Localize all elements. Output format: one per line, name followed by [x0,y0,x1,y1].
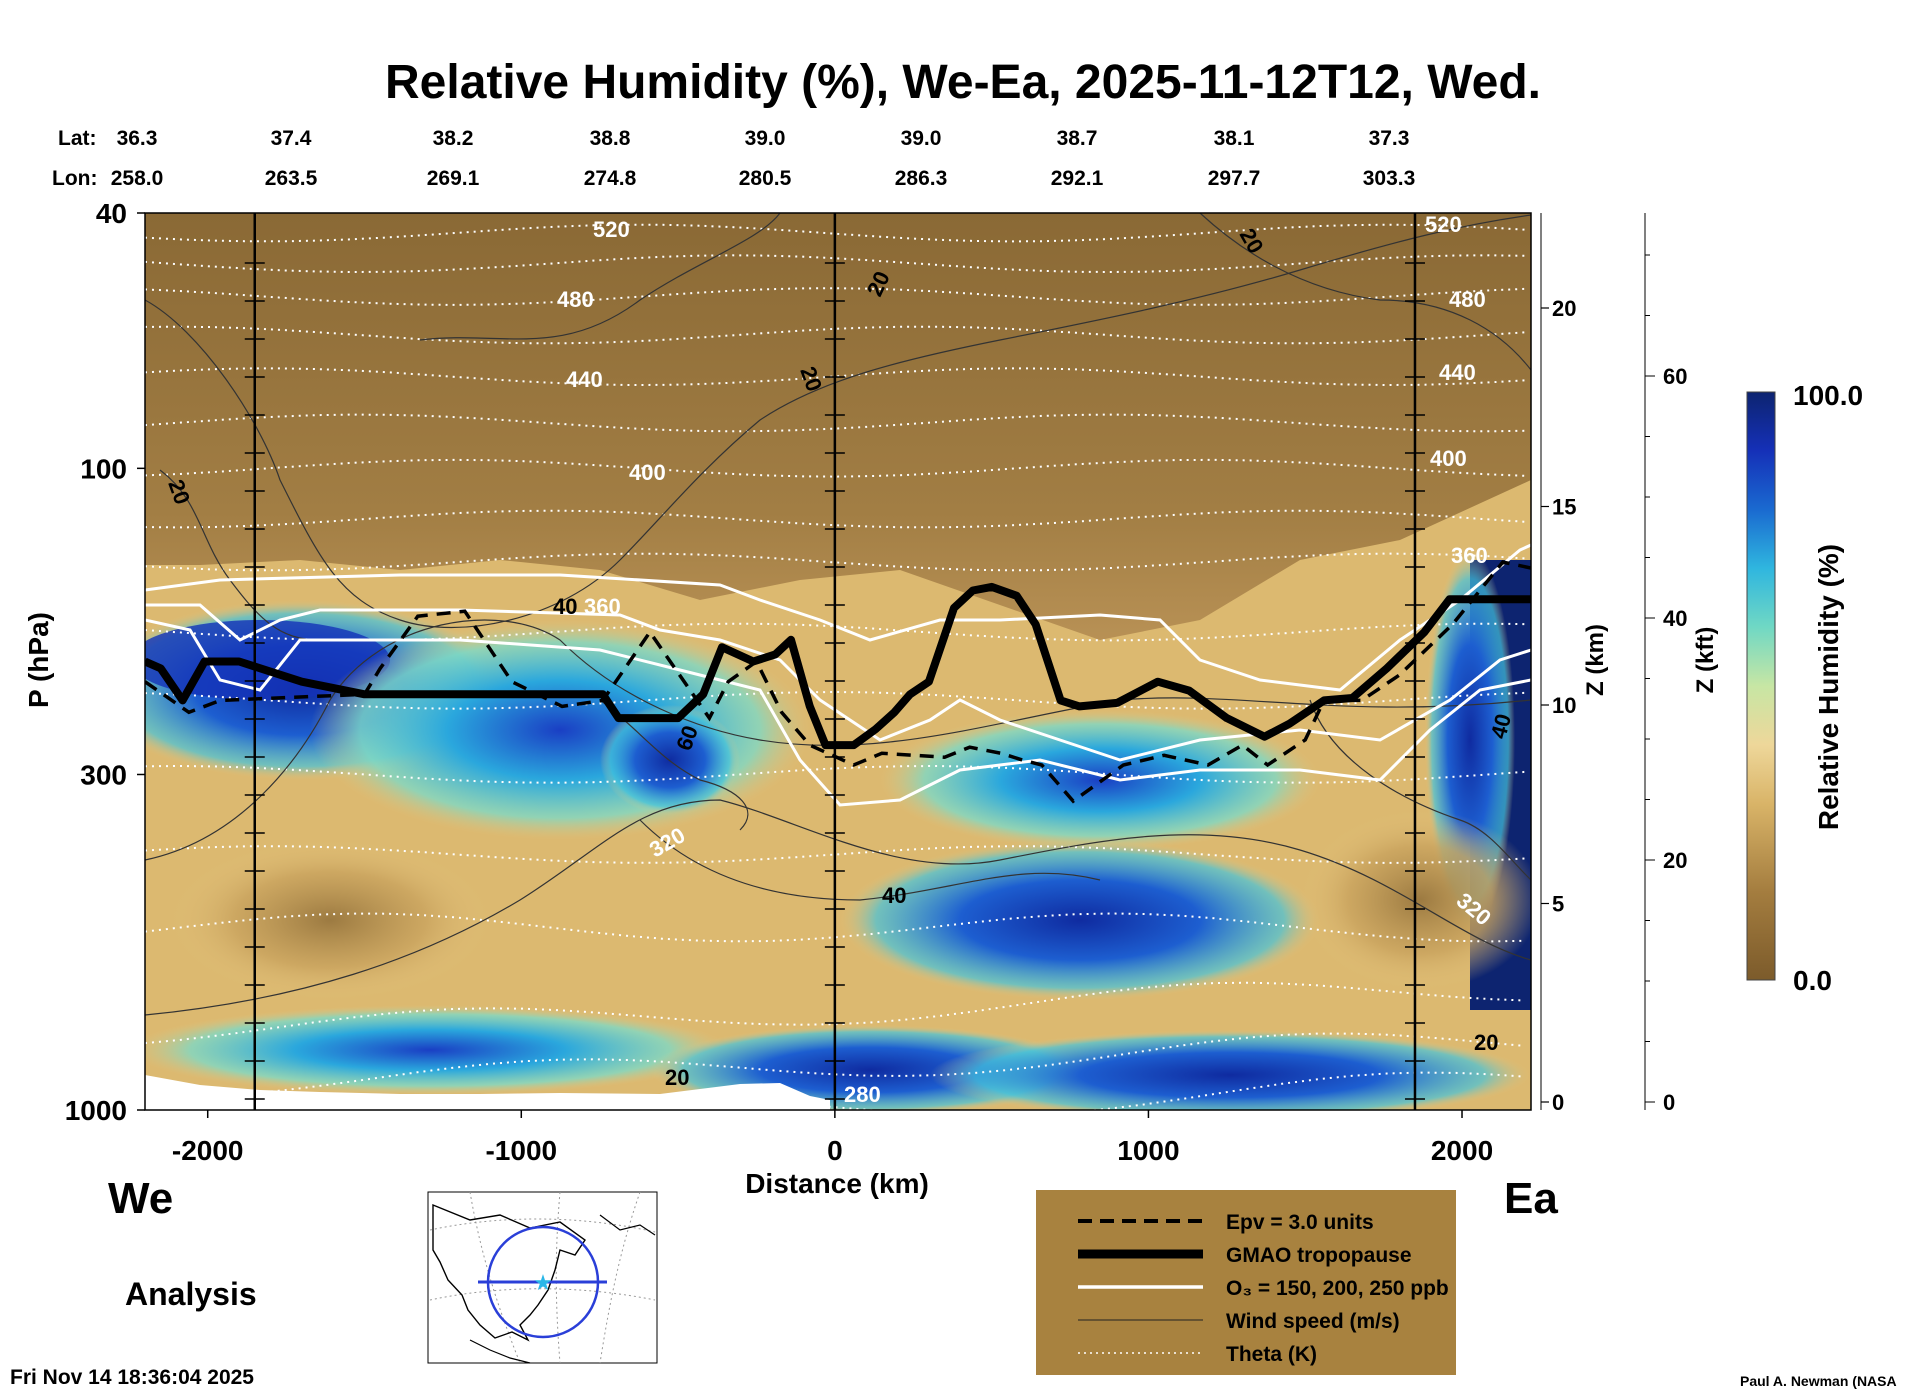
legend-label: Wind speed (m/s) [1226,1310,1400,1333]
legend-label: GMAO tropopause [1226,1244,1412,1267]
x-axis-label: Distance (km) [745,1168,929,1199]
svg-text:360: 360 [1451,543,1488,568]
z-km-tick-label: 20 [1552,296,1576,321]
svg-text:400: 400 [1430,446,1467,471]
analysis-label: Analysis [125,1276,257,1312]
z-km-tick-label: 10 [1552,693,1576,718]
lon-value: 303.3 [1363,167,1416,190]
theta-contour [145,1032,1525,1100]
svg-text:480: 480 [1449,287,1486,312]
lat-value: 38.8 [590,127,631,150]
moist-region-east-mid [840,840,1320,1000]
lat-value: 39.0 [901,127,942,150]
svg-text:480: 480 [557,287,594,312]
z-km-tick-label: 15 [1552,495,1576,520]
lon-value: 258.0 [111,167,164,190]
z-kft-label: Z (kft) [1692,627,1719,694]
z-km-tick-label: 5 [1552,892,1564,917]
lat-value: 37.3 [1369,127,1410,150]
timestamp: Fri Nov 14 18:36:04 2025 [10,1366,254,1389]
y-axis-label: P (hPa) [23,612,54,708]
svg-text:520: 520 [593,217,630,242]
legend-label: Theta (K) [1226,1343,1317,1366]
colorbar-label: Relative Humidity (%) [1813,544,1844,830]
svg-text:280: 280 [844,1082,881,1107]
lat-value: 38.1 [1214,127,1255,150]
plot-frame [144,212,1532,1111]
theta-contours [145,223,1525,1110]
lat-value: 38.7 [1057,127,1098,150]
lon-value: 274.8 [584,167,637,190]
lon-value: 263.5 [265,167,318,190]
lon-value: 269.1 [427,167,480,190]
legend-label: O₃ = 150, 200, 250 ppb [1226,1277,1449,1300]
svg-text:40: 40 [553,594,577,619]
lat-value: 36.3 [117,127,158,150]
colorbar [1746,391,1776,981]
stratosphere-dry-region [145,213,1531,640]
z-kft-tick-label: 60 [1663,364,1687,389]
plot-area: 520 520 480 480 440 440 400 400 360 360 … [145,212,1531,1110]
y-tick-label: 1000 [65,1095,127,1126]
z-km-tick-label: 0 [1552,1090,1564,1115]
legend-label: Epv = 3.0 units [1226,1211,1374,1234]
lon-value: 292.1 [1051,167,1104,190]
colorbar-max-label: 100.0 [1793,380,1863,411]
legend: Epv = 3.0 units GMAO tropopause O₃ = 150, … [1036,1190,1456,1375]
dry-region-lower-east [1300,810,1531,990]
x-tick-label: -2000 [172,1135,244,1166]
svg-text:400: 400 [629,460,666,485]
y-tick-label: 300 [80,759,127,790]
lat-row-label: Lat: [58,127,97,150]
lat-lon-header: Lat: Lon: 36.3 37.4 38.2 38.8 39.0 39.0 38.7 38.1… [52,127,1415,190]
colorbar-min-label: 0.0 [1793,965,1832,996]
svg-text:440: 440 [566,367,603,392]
terrain [145,1075,830,1110]
credit: Paul A. Newman (NASA [1740,1373,1897,1389]
lat-value: 38.2 [433,127,474,150]
y-tick-label: 100 [80,453,127,484]
theta-contour [145,981,1525,1045]
x-axis: -2000 -1000 0 1000 2000 [172,1110,1493,1166]
z-kft-tick-label: 20 [1663,848,1687,873]
svg-text:360: 360 [584,594,621,619]
moist-region-lower-west [145,1005,730,1095]
svg-text:★: ★ [533,1270,553,1295]
svg-text:20: 20 [1474,1030,1498,1055]
svg-text:20: 20 [665,1065,689,1090]
ozone-contours [145,543,1531,807]
epv-line [145,560,1531,804]
vertical-marker-lines [244,213,1425,1110]
x-tick-label: 0 [827,1135,843,1166]
lon-value: 280.5 [739,167,792,190]
east-label: Ea [1504,1174,1558,1223]
z-km-axis: 0 5 10 15 20 [1540,213,1576,1115]
lon-value: 286.3 [895,167,948,190]
z-km-label: Z (km) [1582,624,1609,696]
z-kft-tick-label: 0 [1663,1090,1675,1115]
z-kft-axis: 0 20 40 60 [1644,213,1687,1115]
north-america-map-icon: ★ [427,1191,658,1364]
y-tick-label: 40 [96,198,127,229]
west-label: We [108,1174,173,1223]
svg-text:40: 40 [882,883,906,908]
svg-text:440: 440 [1439,360,1476,385]
tropopause-line [145,582,1531,750]
chart-title: Relative Humidity (%), We-Ea, 2025-11-12… [385,56,1541,109]
moist-region-boundary-east [930,1030,1530,1110]
svg-text:520: 520 [1425,212,1462,237]
lon-row-label: Lon: [52,167,97,190]
moist-region-core [600,705,740,815]
x-tick-label: 2000 [1431,1135,1493,1166]
lon-value: 297.7 [1208,167,1261,190]
lat-value: 37.4 [271,127,312,150]
x-tick-label: -1000 [485,1135,557,1166]
dry-region-lower-west [170,840,490,1000]
x-tick-label: 1000 [1117,1135,1179,1166]
z-kft-tick-label: 40 [1663,606,1687,631]
y-axis: 40 100 300 1000 [65,198,145,1126]
lat-value: 39.0 [745,127,786,150]
